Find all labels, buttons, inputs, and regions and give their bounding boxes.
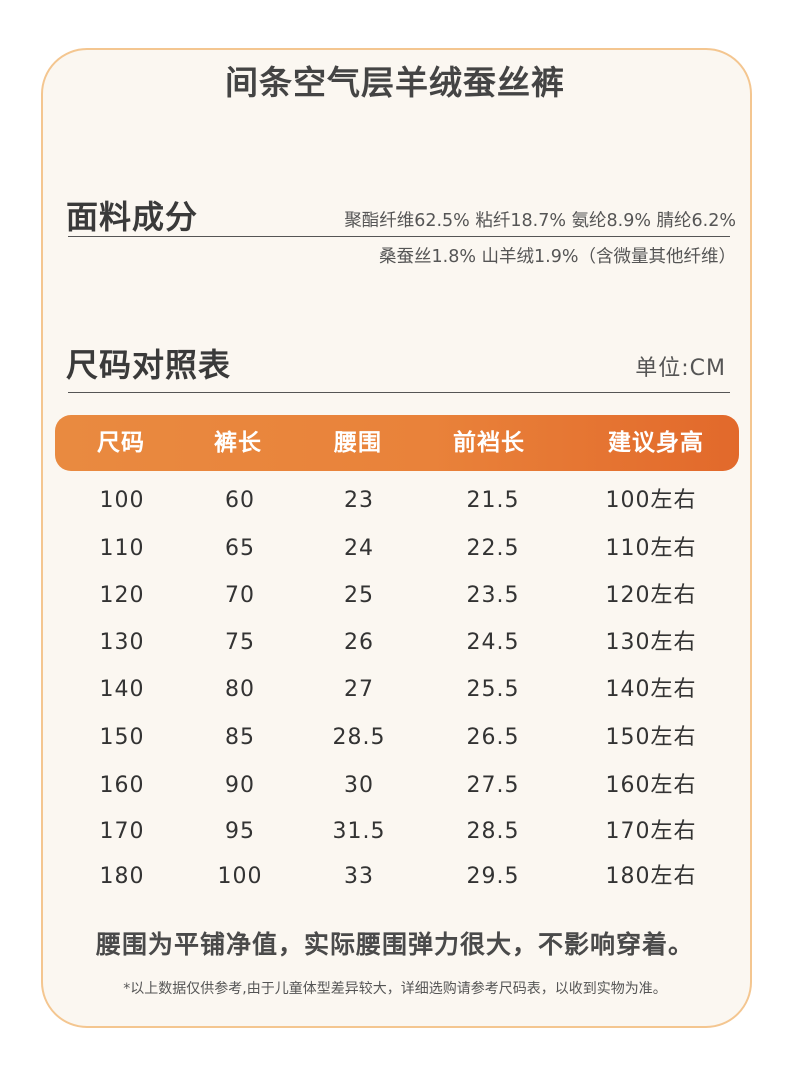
table-cell: 21.5 (467, 486, 520, 516)
table-cell: 25 (344, 581, 374, 611)
table-row: 130 75 26 24.5 130左右 (0, 628, 790, 658)
table-cell: 90 (225, 771, 255, 801)
table-cell: 180左右 (606, 862, 697, 892)
table-cell: 150 (100, 723, 145, 753)
table-row: 120 70 25 23.5 120左右 (0, 581, 790, 611)
table-cell: 28.5 (333, 723, 386, 753)
table-cell: 31.5 (333, 817, 386, 847)
fabric-composition-line2: 桑蚕丝1.8% 山羊绒1.9%（含微量其他纤维） (379, 243, 736, 268)
header-suggested-height: 建议身高 (608, 415, 704, 471)
table-cell: 180 (100, 862, 145, 892)
table-cell: 170 (100, 817, 145, 847)
fabric-divider (68, 236, 730, 237)
table-cell: 28.5 (467, 817, 520, 847)
table-cell: 110左右 (606, 534, 697, 564)
disclaimer-note: *以上数据仅供参考,由于儿童体型差异较大，详细选购请参考尺码表，以收到实物为准。 (0, 978, 790, 998)
table-cell: 120 (100, 581, 145, 611)
table-cell: 80 (225, 675, 255, 705)
table-cell: 85 (225, 723, 255, 753)
table-cell: 60 (225, 486, 255, 516)
table-cell: 29.5 (467, 862, 520, 892)
header-size: 尺码 (97, 415, 145, 471)
table-cell: 25.5 (467, 675, 520, 705)
table-row: 110 65 24 22.5 110左右 (0, 534, 790, 564)
table-cell: 27 (344, 675, 374, 705)
table-cell: 22.5 (467, 534, 520, 564)
size-chart-divider (68, 392, 730, 393)
table-cell: 130 (100, 628, 145, 658)
table-cell: 100左右 (606, 486, 697, 516)
table-cell: 100 (218, 862, 263, 892)
table-cell: 95 (225, 817, 255, 847)
table-row: 150 85 28.5 26.5 150左右 (0, 723, 790, 753)
table-cell: 24.5 (467, 628, 520, 658)
table-row: 180 100 33 29.5 180左右 (0, 862, 790, 892)
table-cell: 170左右 (606, 817, 697, 847)
table-row: 140 80 27 25.5 140左右 (0, 675, 790, 705)
fabric-composition-line1: 聚酯纤维62.5% 粘纤18.7% 氨纶8.9% 腈纶6.2% (344, 207, 736, 232)
table-cell: 160 (100, 771, 145, 801)
table-cell: 27.5 (467, 771, 520, 801)
table-cell: 130左右 (606, 628, 697, 658)
table-cell: 100 (100, 486, 145, 516)
table-cell: 23.5 (467, 581, 520, 611)
table-cell: 140左右 (606, 675, 697, 705)
table-cell: 26 (344, 628, 374, 658)
header-front-rise: 前裆长 (453, 415, 525, 471)
table-row: 100 60 23 21.5 100左右 (0, 486, 790, 516)
fabric-heading: 面料成分 (66, 192, 198, 238)
table-cell: 150左右 (606, 723, 697, 753)
table-cell: 30 (344, 771, 374, 801)
header-pants-length: 裤长 (214, 415, 262, 471)
table-cell: 70 (225, 581, 255, 611)
waist-note: 腰围为平铺净值，实际腰围弹力很大，不影响穿着。 (0, 925, 790, 961)
table-row: 160 90 30 27.5 160左右 (0, 771, 790, 801)
product-title: 间条空气层羊绒蚕丝裤 (0, 56, 790, 104)
table-cell: 65 (225, 534, 255, 564)
table-cell: 75 (225, 628, 255, 658)
size-chart-heading: 尺码对照表 (66, 340, 231, 386)
table-cell: 26.5 (467, 723, 520, 753)
table-cell: 23 (344, 486, 374, 516)
table-cell: 110 (100, 534, 145, 564)
table-row: 170 95 31.5 28.5 170左右 (0, 817, 790, 847)
table-cell: 33 (344, 862, 374, 892)
table-header: 尺码 裤长 腰围 前裆长 建议身高 (55, 415, 739, 471)
table-cell: 140 (100, 675, 145, 705)
table-cell: 24 (344, 534, 374, 564)
table-cell: 160左右 (606, 771, 697, 801)
unit-label: 单位:CM (635, 350, 726, 382)
table-cell: 120左右 (606, 581, 697, 611)
header-waist: 腰围 (334, 415, 382, 471)
